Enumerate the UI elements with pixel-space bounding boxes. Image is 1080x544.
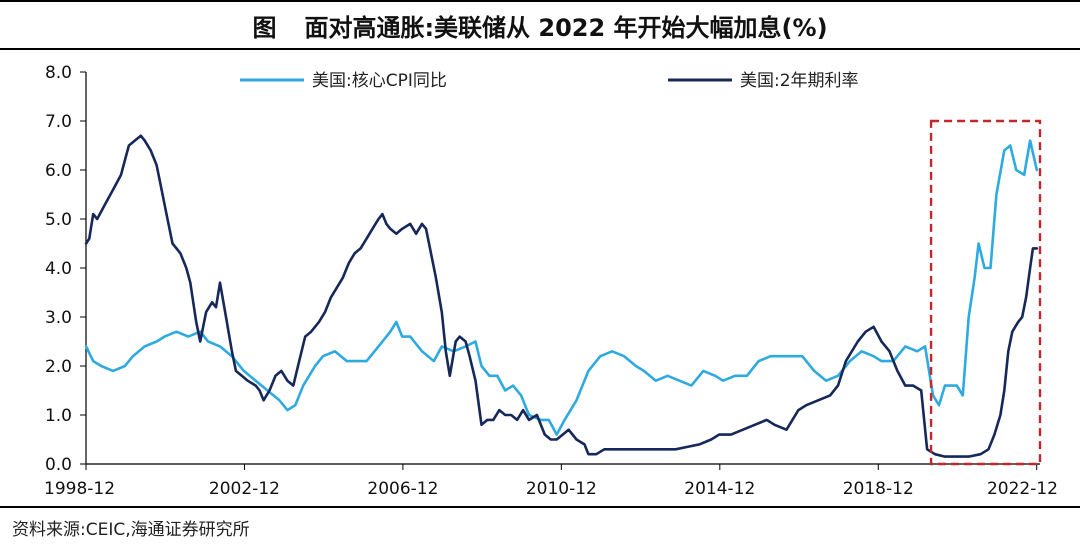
chart-title: 图 面对高通胀:美联储从 2022 年开始大幅加息(%) — [0, 0, 1080, 50]
y-tick-label: 1.0 — [45, 406, 72, 426]
x-tick-label: 2014-12 — [684, 479, 755, 499]
y-tick-label: 2.0 — [45, 357, 72, 377]
x-tick-label: 2022-12 — [987, 479, 1058, 499]
x-tick-label: 2006-12 — [367, 479, 438, 499]
series-layer — [84, 134, 1039, 458]
line-chart: 0.0 1.0 2.0 3.0 4.0 5.0 6.0 7.0 8.0 1998-12 2002-1… — [44, 63, 1058, 499]
x-tick-label: 1998-12 — [44, 479, 115, 499]
x-tick-label: 2018-12 — [843, 479, 914, 499]
y-tick-label: 0.0 — [45, 455, 72, 475]
axes-layer: 0.0 1.0 2.0 3.0 4.0 5.0 6.0 7.0 8.0 1998-12 2002-1… — [44, 63, 1058, 499]
legend: 美国:核心CPI同比 美国:2年期利率 — [240, 71, 859, 91]
legend-label-rate: 美国:2年期利率 — [740, 71, 859, 91]
legend-label-cpi: 美国:核心CPI同比 — [312, 71, 447, 91]
source-note: 资料来源:CEIC,海通证券研究所 — [0, 506, 1080, 544]
y-tick-label: 4.0 — [45, 259, 72, 279]
chart-title-text: 面对高通胀:美联储从 2022 年开始大幅加息(%) — [304, 13, 828, 42]
highlight-dashed-box — [929, 119, 1042, 466]
figure-label: 图 — [252, 13, 277, 42]
annotation-layer — [929, 119, 1042, 466]
series-line-core-cpi — [84, 139, 1039, 436]
series-line-2y-yield — [84, 134, 1039, 458]
y-tick-label: 7.0 — [45, 112, 72, 132]
y-tick-label: 5.0 — [45, 210, 72, 230]
y-tick-label: 6.0 — [45, 161, 72, 181]
y-tick-label: 8.0 — [45, 63, 72, 83]
x-tick-label: 2002-12 — [209, 479, 280, 499]
y-tick-label: 3.0 — [45, 308, 72, 328]
x-tick-label: 2010-12 — [526, 479, 597, 499]
